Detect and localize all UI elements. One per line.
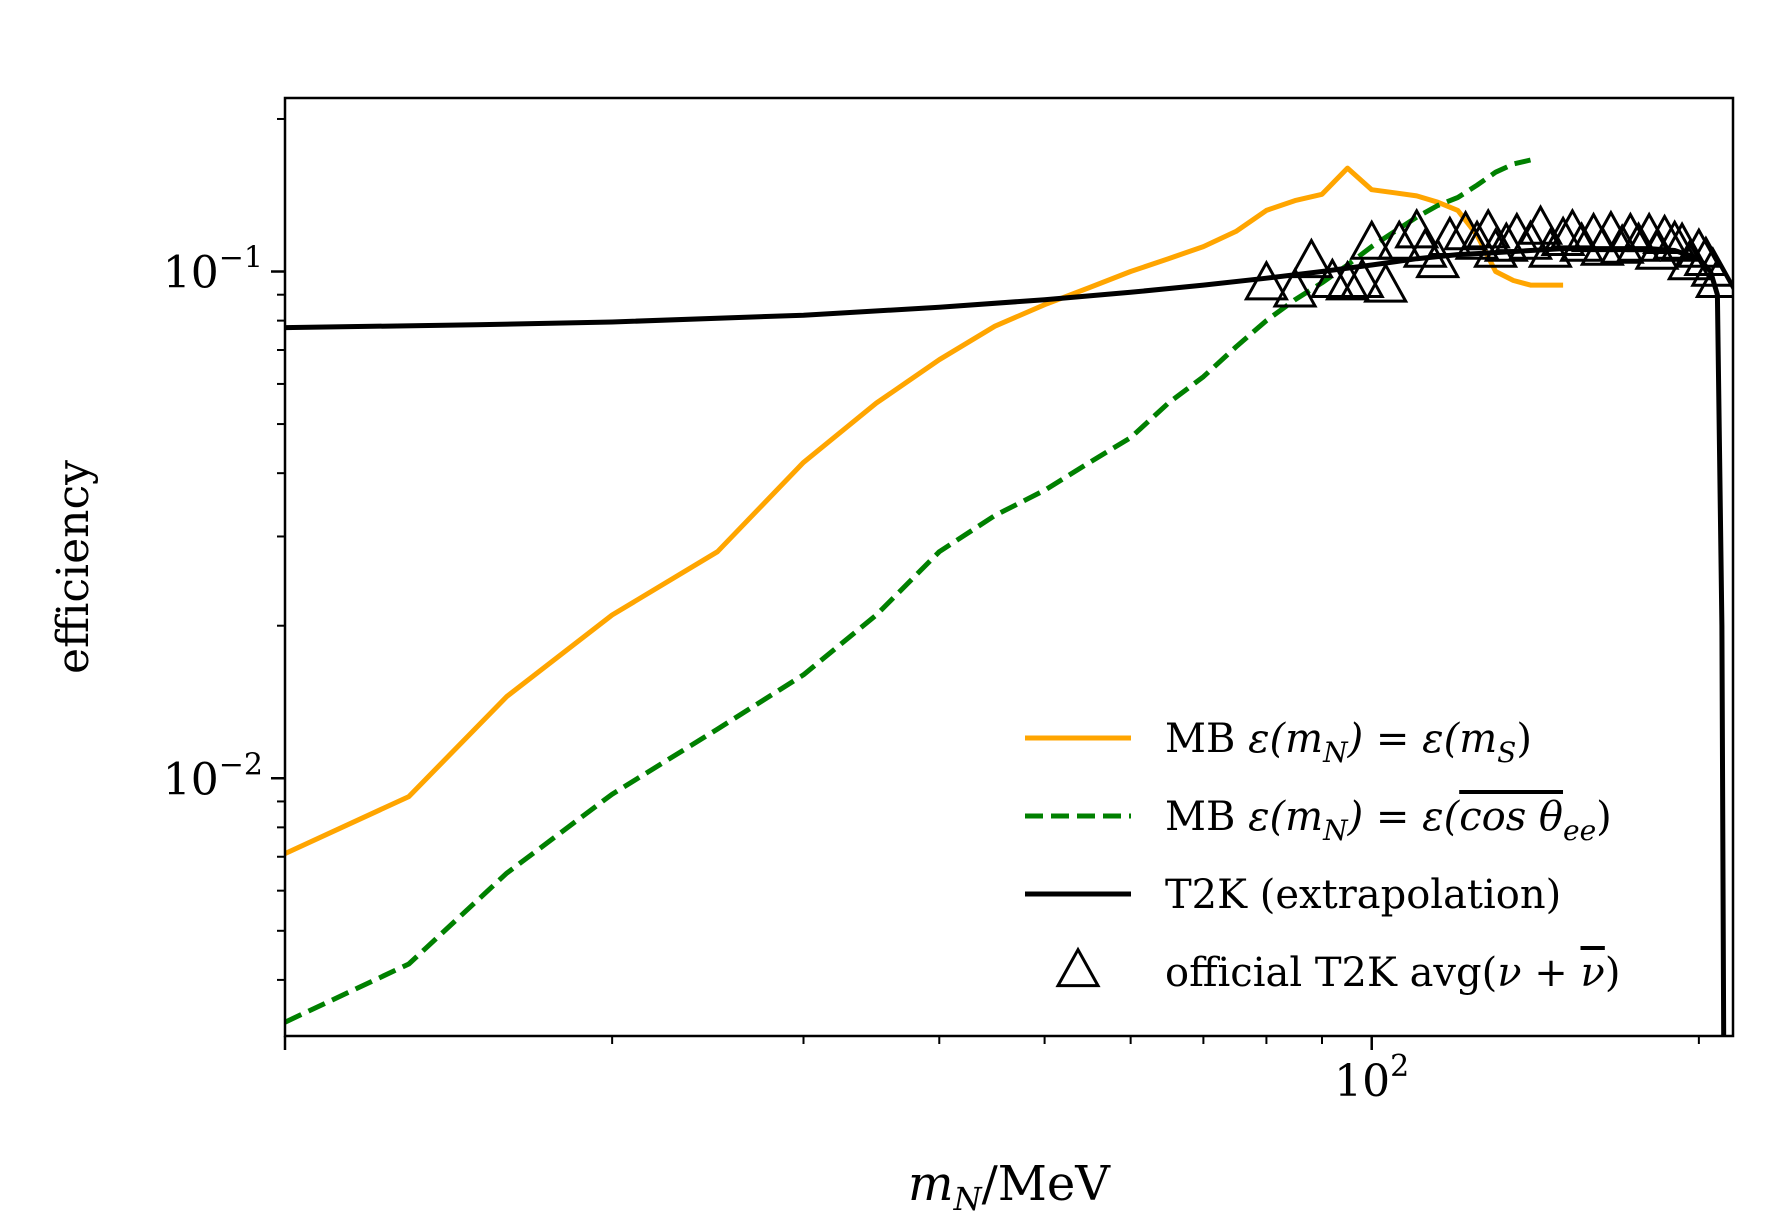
triangle-marker (1615, 221, 1662, 262)
plot-frame (283, 96, 1735, 1038)
triangle-marker (1626, 211, 1672, 253)
triangle-marker (1363, 262, 1409, 303)
tick-label-layer: 102 10−1 10−2 (163, 241, 1410, 1107)
series-layer (285, 157, 1733, 1036)
triangle-marker (1349, 219, 1395, 260)
legend-label: official T2K avg(ν + ν) (1165, 950, 1620, 996)
triangle-marker (1288, 237, 1334, 279)
x-axis-label: mN/MeV (908, 1156, 1111, 1218)
y-tick-label: 10−1 (163, 241, 263, 299)
triangle-marker (1540, 215, 1586, 256)
legend-label: T2K (extrapolation) (1165, 872, 1561, 918)
triangle-marker (1517, 204, 1564, 245)
triangle-marker (1415, 237, 1461, 279)
triangle-marker (1549, 207, 1595, 249)
triangle-marker (1483, 221, 1529, 262)
triangle-marker (1473, 227, 1519, 268)
triangle-marker (1676, 227, 1722, 268)
ticks-layer (271, 117, 1700, 1050)
legend: MB ε(mN) = ε(mS) MB ε(mN) = ε(cos θee) T2K… (1025, 716, 1620, 996)
triangle-marker (1402, 227, 1448, 268)
triangle-marker (1652, 219, 1698, 260)
legend-label: MB ε(mN) = ε(cos θee) (1165, 794, 1612, 847)
triangle-marker (1694, 257, 1733, 298)
series-line-1 (285, 157, 1532, 1025)
triangle-marker (1427, 215, 1473, 256)
x-tick-label: 102 (1334, 1049, 1409, 1107)
triangle-marker (1272, 266, 1318, 308)
y-tick-label: 10−2 (163, 747, 263, 805)
triangle-marker (1324, 259, 1371, 301)
triangle-marker (1454, 219, 1500, 260)
triangle-marker (1339, 257, 1385, 298)
triangle-marker (1559, 221, 1605, 262)
triangle-marker (1465, 207, 1511, 249)
y-axis-label: efficiency (48, 460, 99, 674)
triangle-marker (1309, 257, 1355, 298)
triangle-marker (1376, 219, 1422, 260)
triangle-marker (1243, 259, 1289, 301)
legend-label: MB ε(mN) = ε(mS) (1165, 716, 1532, 769)
legend-marker (1055, 946, 1101, 988)
triangle-marker (1642, 213, 1688, 255)
triangle-marker (1666, 239, 1712, 281)
series-line-2 (285, 246, 1727, 1036)
